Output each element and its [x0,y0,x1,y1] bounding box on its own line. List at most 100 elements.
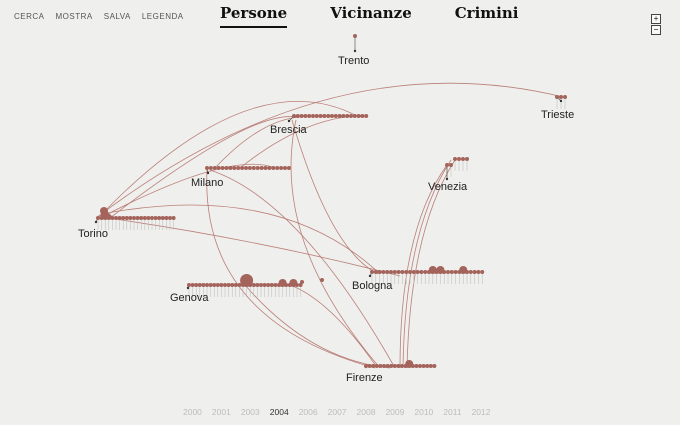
year-2008[interactable]: 2008 [356,407,376,417]
link-5 [107,217,401,277]
city-label-trento[interactable]: Trento [338,55,369,67]
zoom-controls: + − [651,14,661,35]
node-bologna [370,270,374,274]
node-torino [157,216,162,220]
node-bologna [377,270,382,274]
node-genova [201,283,206,287]
city-label-genova[interactable]: Genova [170,292,209,304]
year-timeline: 2000 2001 2003 2004 2006 2007 2008 2009 … [183,407,491,417]
node-trieste [555,95,559,99]
node-brescia [314,114,319,118]
node-genova [273,283,278,287]
node-firenze [400,364,404,368]
node-milano [205,166,209,170]
year-2006[interactable]: 2006 [298,407,318,417]
node-torino [114,216,118,220]
year-2011[interactable]: 2011 [443,407,462,417]
node-bologna [373,270,378,274]
node-genova [300,280,304,284]
node-firenze [396,364,401,368]
node-brescia [364,114,369,118]
node-torino [139,216,144,220]
node-genova [208,283,213,287]
node-firenze [425,364,430,368]
node-torino [142,216,147,220]
city-label-torino[interactable]: Torino [78,228,108,240]
node-firenze [374,364,379,368]
node-torino [168,216,172,220]
node-torino [135,216,140,220]
year-2003[interactable]: 2003 [240,407,260,417]
tab-crimini[interactable]: Crimini [454,4,519,22]
node-torino [153,216,158,220]
node-torino [128,216,133,220]
node-brescia [352,114,357,118]
node-genova [295,283,299,287]
anchor-genova [186,286,190,290]
year-2007[interactable]: 2007 [327,407,347,417]
anchor-venezia [445,177,449,181]
node-milano [232,166,237,170]
node-brescia [311,114,315,118]
node-firenze [421,364,426,368]
node-genova [269,283,274,287]
year-2009[interactable]: 2009 [385,407,405,417]
node-milano [220,166,225,170]
tab-vicinanze[interactable]: Vicinanze [330,4,412,22]
menu-cerca[interactable]: CERCA [14,12,45,21]
node-genova [205,283,209,287]
anchor-brescia [287,119,291,123]
node-milano [267,166,272,170]
node-firenze [382,364,386,368]
zoom-in-button[interactable]: + [651,14,661,24]
tab-persone[interactable]: Persone [220,4,288,28]
node-genova [219,283,224,287]
node-brescia [330,114,334,118]
node-bologna [442,270,447,274]
year-2001[interactable]: 2001 [211,407,231,417]
link-3 [99,163,276,219]
node-torino [105,214,112,220]
city-label-firenze[interactable]: Firenze [346,372,383,384]
city-label-venezia[interactable]: Venezia [428,181,468,193]
node-bologna [472,270,477,274]
city-label-bologna[interactable]: Bologna [352,280,393,292]
city-label-milano[interactable]: Milano [191,177,223,189]
node-milano [228,166,233,170]
city-label-brescia[interactable]: Brescia [270,124,308,136]
node-genova [284,283,289,287]
link-14 [402,159,452,369]
node-milano [263,166,268,170]
node-torino [117,216,122,220]
node-brescia [333,114,338,118]
node-firenze [410,364,415,368]
node-milano [212,166,217,170]
node-brescia [295,114,300,118]
node-venezia [461,157,465,161]
node-genova [266,283,271,287]
link-12 [289,284,377,367]
year-2004[interactable]: 2004 [269,407,289,417]
node-genova [255,283,260,287]
node-torino [160,216,165,220]
year-2012[interactable]: 2012 [471,407,491,417]
anchor-torino [94,220,98,224]
node-brescia [303,114,308,118]
node-bologna [392,270,397,274]
node-milano [208,166,213,170]
year-2010[interactable]: 2010 [414,407,434,417]
menu-salva[interactable]: SALVA [103,12,131,21]
node-torino [96,216,100,220]
menu-mostra[interactable]: MOSTRA [55,12,93,21]
node-trento [353,34,357,38]
node-torino [146,216,151,220]
node-firenze [414,364,419,368]
node-bologna [423,270,428,274]
link-1 [109,116,297,219]
zoom-out-button[interactable]: − [651,25,661,35]
menu-legenda[interactable]: LEGENDA [141,12,184,21]
year-2000[interactable]: 2000 [183,407,202,417]
city-label-trieste[interactable]: Trieste [541,109,574,121]
node-milano [224,166,229,170]
